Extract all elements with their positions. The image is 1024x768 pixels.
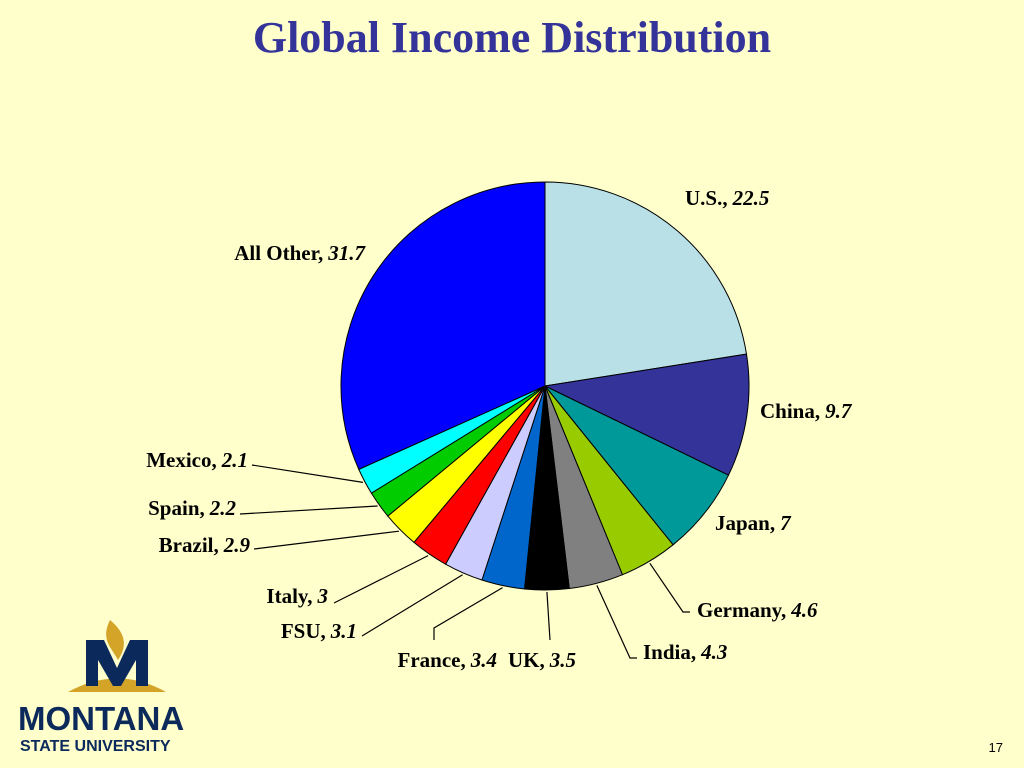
category-label: Japan, <box>715 511 775 535</box>
leader-line <box>251 464 364 483</box>
logo-m <box>86 640 148 686</box>
data-label: Brazil, 2.9 <box>159 533 251 557</box>
data-label: Italy, 3 <box>266 584 328 608</box>
value-label: 7 <box>780 511 792 535</box>
category-label: Germany, <box>697 598 786 622</box>
leader-line <box>649 562 690 613</box>
logo-flame <box>106 620 124 660</box>
data-label: India, 4.3 <box>643 640 727 664</box>
leader-line <box>546 591 551 641</box>
value-label: 4.3 <box>700 640 727 664</box>
category-label: Brazil, <box>159 533 219 557</box>
data-label: Japan, 7 <box>715 511 792 535</box>
category-label: Italy, <box>266 584 312 608</box>
leader-line <box>433 587 503 640</box>
category-label: U.S., <box>685 186 728 210</box>
leader-line <box>596 585 637 659</box>
pie-slice <box>544 181 748 387</box>
category-label: All Other, <box>234 241 323 265</box>
leader-line <box>361 574 463 637</box>
value-label: 4.6 <box>790 598 818 622</box>
value-label: 3 <box>317 584 329 608</box>
value-label: 2.9 <box>223 533 251 557</box>
chart-title: Global Income Distribution <box>253 13 771 62</box>
data-label: U.S., 22.5 <box>685 186 769 210</box>
data-label: FSU, 3.1 <box>281 619 357 643</box>
logo-text: MONTANA <box>18 700 184 737</box>
pie-slice <box>543 353 750 476</box>
value-label: 9.7 <box>825 399 853 423</box>
data-label: Germany, 4.6 <box>697 598 818 622</box>
category-label: Mexico, <box>146 448 217 472</box>
page-number: 17 <box>989 740 1003 755</box>
leader-line <box>239 505 378 515</box>
value-label: 2.2 <box>209 496 237 520</box>
data-label: Mexico, 2.1 <box>146 448 248 472</box>
category-label: France, <box>398 648 466 672</box>
value-label: 3.4 <box>470 648 497 672</box>
category-label: UK, <box>508 648 545 672</box>
data-label: UK, 3.5 <box>508 648 576 672</box>
logo-subtext: STATE UNIVERSITY <box>20 738 171 755</box>
data-label: China, 9.7 <box>760 399 853 423</box>
category-label: FSU, <box>281 619 326 643</box>
pie-slice <box>340 181 546 471</box>
category-label: Spain, <box>148 496 205 520</box>
value-label: 22.5 <box>732 186 770 210</box>
category-label: China, <box>760 399 820 423</box>
value-label: 3.1 <box>330 619 357 643</box>
data-label: All Other, 31.7 <box>234 241 366 265</box>
leader-line <box>333 555 429 604</box>
value-label: 3.5 <box>549 648 576 672</box>
value-label: 2.1 <box>221 448 248 472</box>
logo: MONTANA STATE UNIVERSITY <box>18 620 184 755</box>
leader-line <box>253 530 399 550</box>
data-label: Spain, 2.2 <box>148 496 236 520</box>
value-label: 31.7 <box>327 241 366 265</box>
category-label: India, <box>643 640 696 664</box>
data-label: France, 3.4 <box>398 648 497 672</box>
